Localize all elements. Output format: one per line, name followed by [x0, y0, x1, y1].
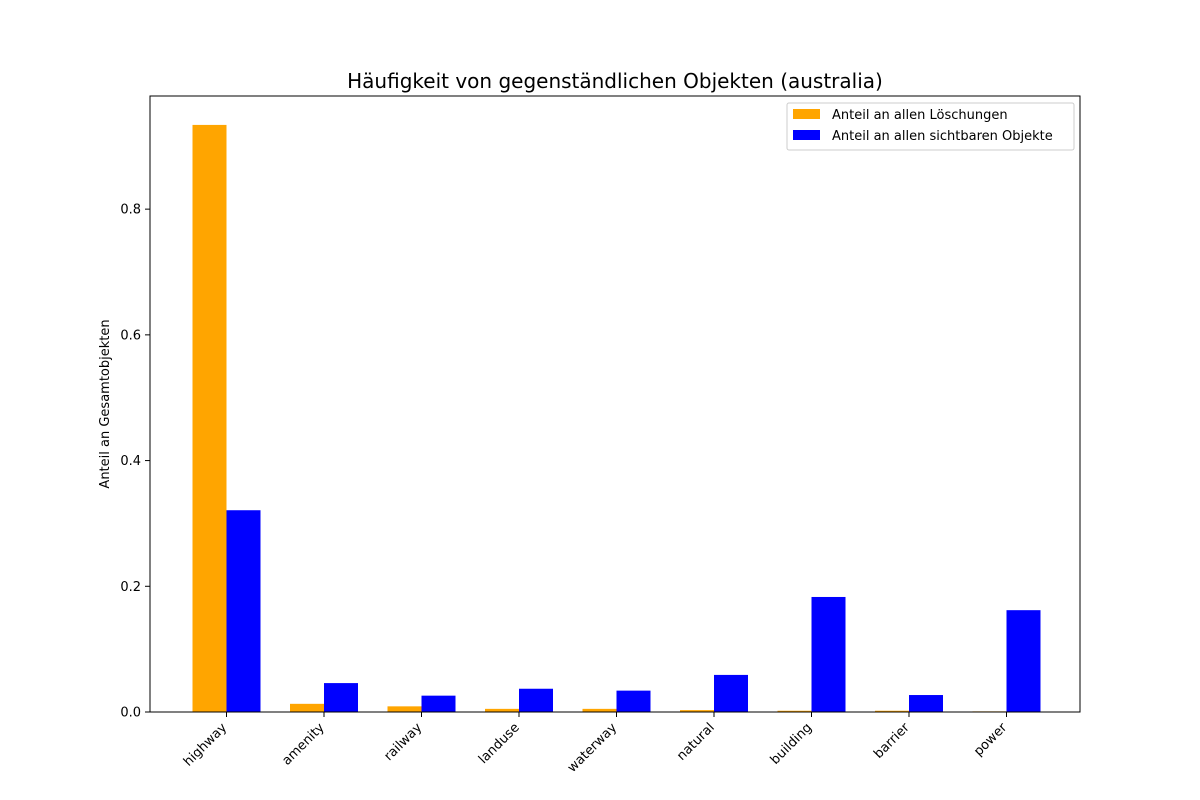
bar-waterway-series-0 — [582, 708, 617, 712]
x-tick-label-railway: railway — [381, 720, 425, 764]
bars-group — [192, 124, 1041, 712]
y-tick-label: 0.0 — [120, 706, 141, 721]
bar-highway-series-1 — [226, 510, 261, 712]
y-tick-label: 0.8 — [120, 203, 141, 218]
bar-waterway-series-1 — [616, 690, 651, 712]
y-axis-label: Anteil an Gesamtobjekten — [98, 319, 113, 488]
legend: Anteil an allen Löschungen Anteil an all… — [786, 102, 1075, 151]
x-tick-label-amenity: amenity — [279, 720, 327, 768]
x-tick-label-landuse: landuse — [476, 720, 523, 767]
bar-landuse-series-1 — [519, 688, 553, 712]
y-tick-label: 0.4 — [120, 454, 141, 469]
x-tick-label-building: building — [768, 720, 815, 767]
plot-frame — [149, 95, 1081, 713]
x-tick-label-natural: natural — [674, 720, 717, 763]
y-tick-label: 0.6 — [120, 328, 141, 343]
y-axis-ticks: 0.0 0.2 0.4 0.6 0.8 — [120, 203, 150, 721]
x-axis-ticks: highway amenity railway landuse waterway natu… — [181, 712, 1011, 776]
bar-building-series-1 — [811, 596, 846, 712]
y-tick-label: 0.2 — [120, 580, 141, 595]
legend-swatch-deletions — [793, 109, 820, 119]
legend-box — [786, 102, 1075, 151]
x-tick-label-power: power — [971, 720, 1010, 759]
x-tick-label-barrier: barrier — [871, 720, 913, 762]
chart-title: Häufigkeit von gegenständlichen Objekten… — [347, 69, 883, 93]
bar-railway-series-1 — [421, 695, 456, 712]
legend-label-visible: Anteil an allen sichtbaren Objekte — [832, 129, 1053, 144]
bar-barrier-series-0 — [875, 710, 909, 712]
bar-landuse-series-0 — [485, 708, 519, 712]
bar-building-series-0 — [777, 710, 812, 712]
x-tick-label-highway: highway — [181, 720, 230, 769]
bar-railway-series-0 — [387, 706, 422, 712]
legend-label-deletions: Anteil an allen Löschungen — [832, 108, 1008, 123]
bar-barrier-series-1 — [909, 695, 943, 712]
bar-highway-series-0 — [192, 124, 227, 712]
bar-natural-series-0 — [680, 710, 714, 712]
bar-power-series-1 — [1006, 610, 1041, 712]
legend-swatch-visible — [793, 130, 820, 140]
bar-natural-series-1 — [714, 674, 748, 712]
bar-amenity-series-1 — [324, 683, 358, 712]
bar-amenity-series-0 — [290, 703, 324, 712]
x-tick-label-waterway: waterway — [565, 720, 621, 776]
